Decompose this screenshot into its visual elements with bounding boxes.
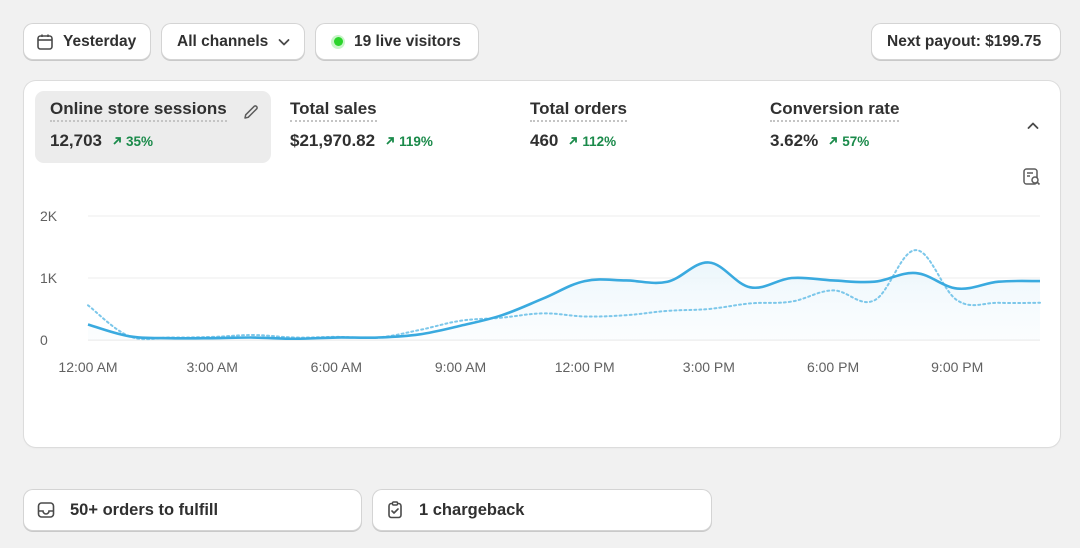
x-tick-label: 12:00 PM [555, 359, 615, 375]
metric-value: 460 [530, 131, 559, 150]
next-payout-button[interactable]: Next payout: $199.75 [872, 24, 1060, 59]
report-search-icon[interactable] [1022, 167, 1042, 192]
metric-conversion-rate[interactable]: Conversion rate 3.62% 57% [755, 91, 991, 163]
orders-to-fulfill-button[interactable]: 50+ orders to fulfill [24, 490, 361, 530]
chargeback-button[interactable]: 1 chargeback [373, 490, 711, 530]
live-status-icon [331, 34, 345, 49]
arrow-up-right-icon [829, 137, 838, 145]
metric-value: 3.62% [770, 131, 819, 150]
x-tick-label: 3:00 AM [186, 359, 237, 375]
metric-total-sales[interactable]: Total sales $21,970.82 119% [275, 91, 511, 163]
chevron-up-icon[interactable] [1026, 119, 1040, 138]
x-tick-label: 12:00 AM [58, 359, 117, 375]
metric-label: Conversion rate [770, 99, 900, 122]
sessions-chart: 0 1K 2K 12:00 AM 3:00 AM 6:00 AM 9:00 AM 12:00 … [40, 208, 1041, 375]
arrow-up-right-icon [386, 137, 394, 145]
inbox-icon [37, 502, 55, 518]
live-visitors-button[interactable]: 19 live visitors [316, 24, 478, 59]
metric-total-orders[interactable]: Total orders 460 112% [515, 91, 751, 163]
orders-to-fulfill-label: 50+ orders to fulfill [70, 500, 219, 519]
x-tick-label: 6:00 AM [311, 359, 362, 375]
x-tick-label: 3:00 PM [683, 359, 735, 375]
channels-dropdown[interactable]: All channels [162, 24, 304, 59]
metric-value: $21,970.82 [290, 131, 376, 150]
comparison-series-line [87, 249, 1041, 341]
arrow-up-right-icon [113, 137, 121, 145]
primary-series-line [87, 261, 1041, 341]
metric-label: Total sales [290, 99, 377, 122]
calendar-icon [36, 33, 54, 51]
y-tick-label: 0 [40, 332, 48, 348]
x-tick-label: 6:00 PM [807, 359, 859, 375]
metric-online-store-sessions[interactable]: Online store sessions 12,703 35% [35, 91, 271, 163]
date-range-label: Yesterday [63, 32, 137, 50]
chargeback-label: 1 chargeback [419, 500, 525, 519]
metric-delta: 35% [112, 134, 153, 149]
channels-label: All channels [177, 32, 269, 50]
x-tick-label: 9:00 PM [931, 359, 983, 375]
metric-delta: 57% [828, 134, 869, 149]
pencil-icon[interactable] [242, 103, 260, 126]
clipboard-check-icon [388, 501, 402, 519]
y-tick-label: 1K [40, 270, 58, 286]
analytics-card: Online store sessions 12,703 35% Total s… [24, 81, 1060, 447]
metric-delta: 112% [568, 134, 616, 149]
series-area [88, 262, 1040, 340]
metric-label: Total orders [530, 99, 627, 122]
metric-label: Online store sessions [50, 99, 227, 122]
date-range-button[interactable]: Yesterday [24, 24, 150, 59]
live-visitors-label: 19 live visitors [354, 32, 461, 50]
arrow-up-right-icon [569, 137, 578, 145]
chevron-down-icon [277, 35, 291, 49]
y-tick-label: 2K [40, 208, 58, 224]
metric-value: 12,703 [50, 131, 102, 150]
toolbar: Yesterday All channels 19 live visitors … [24, 24, 1060, 60]
next-payout-label: Next payout: $199.75 [887, 32, 1042, 50]
x-tick-label: 9:00 AM [435, 359, 486, 375]
metric-delta: 119% [385, 134, 433, 149]
